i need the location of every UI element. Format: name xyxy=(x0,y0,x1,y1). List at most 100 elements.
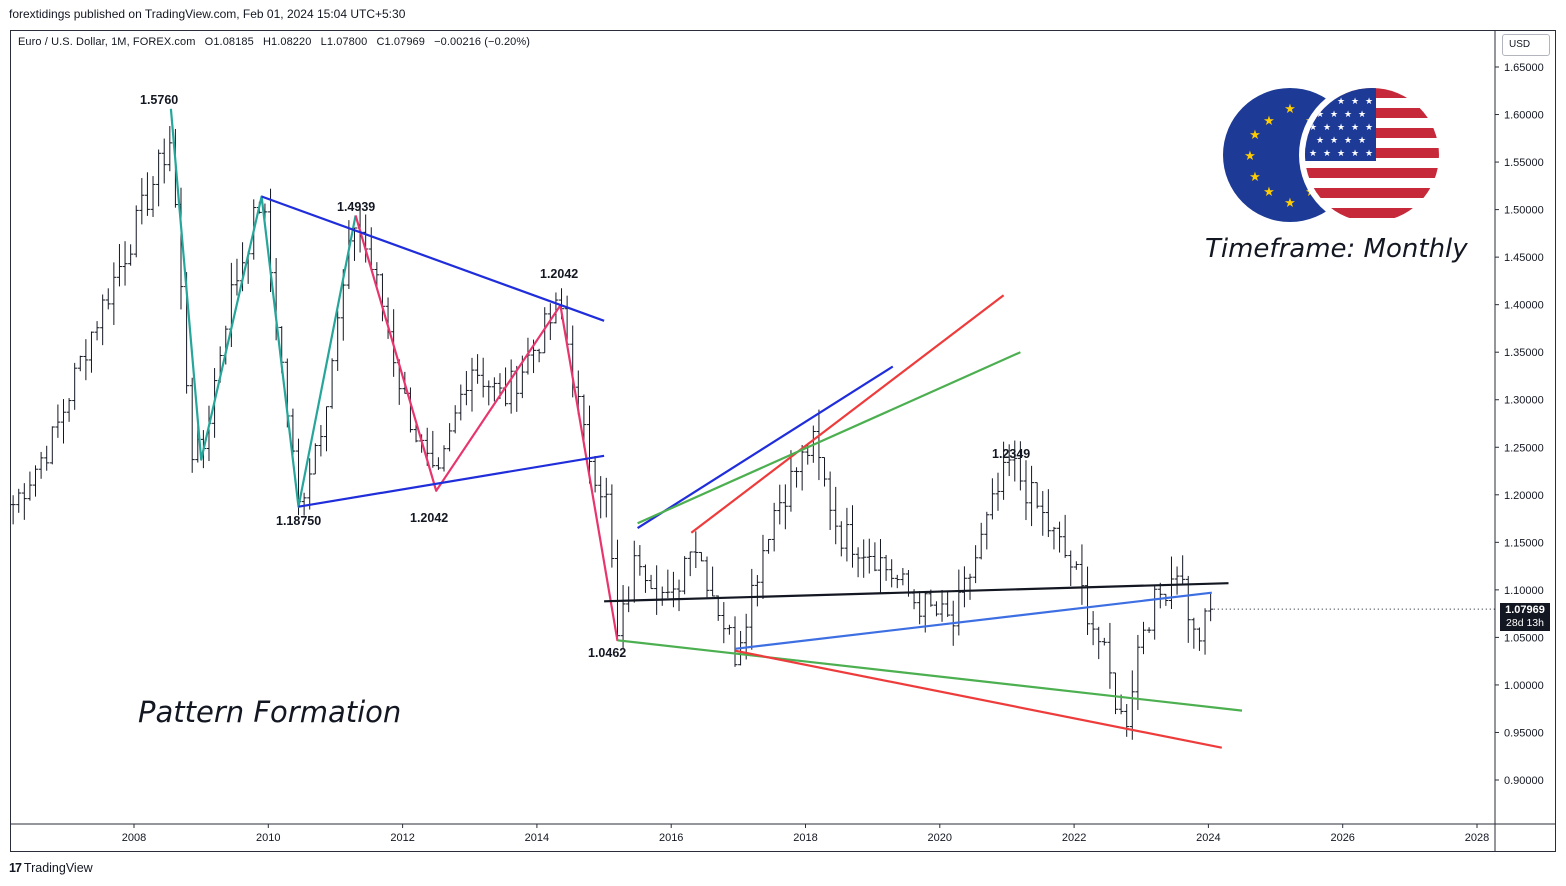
lower-triangle-line[interactable] xyxy=(298,454,605,508)
y-tick-label: 1.50000 xyxy=(1504,205,1544,217)
ohlc-bar xyxy=(480,357,486,398)
ohlc-bar xyxy=(1079,544,1085,605)
rising-red-line[interactable] xyxy=(690,294,1005,534)
ohlc-bar xyxy=(676,579,682,612)
eur-usd-flag-icon: ★★★ ★★★ ★★★ ★★★★★ ★★★★ ★★★★★ ★★★★ ★★★★★ xyxy=(1223,82,1445,228)
svg-text:★: ★ xyxy=(1344,110,1352,120)
price-label-high-2021: 1.2349 xyxy=(992,447,1030,461)
ohlc-bar xyxy=(156,149,162,207)
svg-text:★: ★ xyxy=(1309,123,1317,133)
ohlc-bar xyxy=(1051,526,1057,550)
ohlc-bar xyxy=(995,472,1001,511)
ohlc-bar xyxy=(10,495,16,525)
symbol-legend: Euro / U.S. Dollar, 1M, FOREX.com O1.081… xyxy=(18,36,536,48)
rising-blue-line[interactable] xyxy=(637,365,894,530)
ohlc-bar xyxy=(351,227,357,261)
ohlc-bar xyxy=(961,566,967,608)
x-tick-label: 2018 xyxy=(793,832,817,844)
svg-text:★: ★ xyxy=(1244,149,1256,164)
ohlc-bar xyxy=(1135,634,1141,710)
ohlc-bar xyxy=(435,457,441,470)
ohlc-bar xyxy=(648,574,654,590)
price-label-high-2011: 1.4939 xyxy=(337,200,375,214)
ohlc-bar xyxy=(1012,440,1018,482)
ohlc-bar xyxy=(167,126,173,172)
ohlc-bar xyxy=(760,534,766,599)
ohlc-bar xyxy=(1034,482,1040,509)
ohlc-bar xyxy=(111,262,117,325)
rising-green-line[interactable] xyxy=(637,351,1021,525)
ohlc-low: L1.07800 xyxy=(320,36,368,48)
ohlc-bar xyxy=(1163,593,1169,606)
ohlc-bar xyxy=(838,521,844,557)
ohlc-bar xyxy=(189,377,195,473)
currency-button[interactable]: USD xyxy=(1502,34,1550,56)
ohlc-bar xyxy=(486,380,492,406)
x-tick-label: 2026 xyxy=(1330,832,1354,844)
svg-text:★: ★ xyxy=(1358,110,1366,120)
ohlc-bar xyxy=(475,354,481,384)
ohlc-bar xyxy=(598,476,604,519)
svg-text:★: ★ xyxy=(1330,110,1338,120)
svg-text:★: ★ xyxy=(1330,136,1338,146)
svg-text:★: ★ xyxy=(1351,123,1359,133)
ohlc-bar xyxy=(1157,582,1163,609)
ohlc-bar xyxy=(139,178,145,225)
x-tick-label: 2020 xyxy=(928,832,952,844)
ohlc-bar xyxy=(933,601,939,617)
x-tick-label: 2022 xyxy=(1062,832,1086,844)
y-tick-label: 1.05000 xyxy=(1504,632,1544,644)
y-tick-label: 1.60000 xyxy=(1504,110,1544,122)
ohlc-bar xyxy=(1146,627,1152,633)
ohlc-bar xyxy=(447,423,453,452)
teal-zigzag[interactable] xyxy=(169,108,357,508)
upper-triangle-line[interactable] xyxy=(261,195,605,322)
y-tick-label: 1.20000 xyxy=(1504,490,1544,502)
ohlc-bar xyxy=(833,486,839,545)
ohlc-bar xyxy=(777,484,783,525)
ohlc-bar xyxy=(133,205,139,258)
horizontal-black-line[interactable] xyxy=(604,582,1229,603)
ohlc-bar xyxy=(945,591,951,617)
pink-zigzag[interactable] xyxy=(354,215,619,642)
ohlc-bar xyxy=(1090,611,1096,646)
ohlc-bar xyxy=(88,331,94,373)
ohlc-bar xyxy=(1191,617,1197,649)
ohlc-bar xyxy=(967,573,973,600)
tradingview-logo-icon[interactable]: 17 TradingView xyxy=(9,861,93,875)
svg-text:★: ★ xyxy=(1337,149,1345,159)
ohlc-bar xyxy=(771,502,777,552)
ohlc-bar xyxy=(1168,556,1174,609)
ohlc-bar xyxy=(620,585,626,650)
ohlc-bar xyxy=(654,565,660,615)
price-axis[interactable]: 0.90000 0.95000 1.00000 1.05000 1.10000 1.150… xyxy=(1495,62,1544,787)
ohlc-bar xyxy=(894,574,900,589)
svg-text:★: ★ xyxy=(1337,97,1345,107)
y-tick-label: 1.45000 xyxy=(1504,252,1544,264)
ohlc-bar xyxy=(105,288,111,310)
svg-text:★: ★ xyxy=(1249,170,1261,185)
ohlc-bar xyxy=(939,589,945,622)
ohlc-bar xyxy=(150,176,156,217)
rising-light-blue-line[interactable] xyxy=(734,591,1212,650)
ohlc-bar xyxy=(1208,593,1214,622)
ohlc-bar xyxy=(631,540,637,603)
ohlc-bar xyxy=(128,244,134,266)
ohlc-bar xyxy=(94,321,100,341)
falling-green-line[interactable] xyxy=(617,639,1243,712)
tradingview-brand: TradingView xyxy=(23,861,93,875)
ohlc-bar xyxy=(1180,555,1186,585)
ohlc-bar xyxy=(16,488,22,513)
ohlc-close: C1.07969 xyxy=(376,36,425,48)
time-axis[interactable]: 2008 2010 2012 2014 2016 2018 2020 2022 2024 2026… xyxy=(122,824,1489,844)
svg-text:★: ★ xyxy=(1337,123,1345,133)
falling-red-line[interactable] xyxy=(734,649,1223,749)
ohlc-bar xyxy=(55,404,61,438)
x-tick-label: 2016 xyxy=(659,832,683,844)
ohlc-bar xyxy=(116,244,122,287)
svg-text:★: ★ xyxy=(1351,149,1359,159)
y-tick-label: 1.40000 xyxy=(1504,300,1544,312)
symbol-name[interactable]: Euro / U.S. Dollar, 1M, FOREX.com xyxy=(18,36,196,48)
y-tick-label: 0.95000 xyxy=(1504,727,1544,739)
